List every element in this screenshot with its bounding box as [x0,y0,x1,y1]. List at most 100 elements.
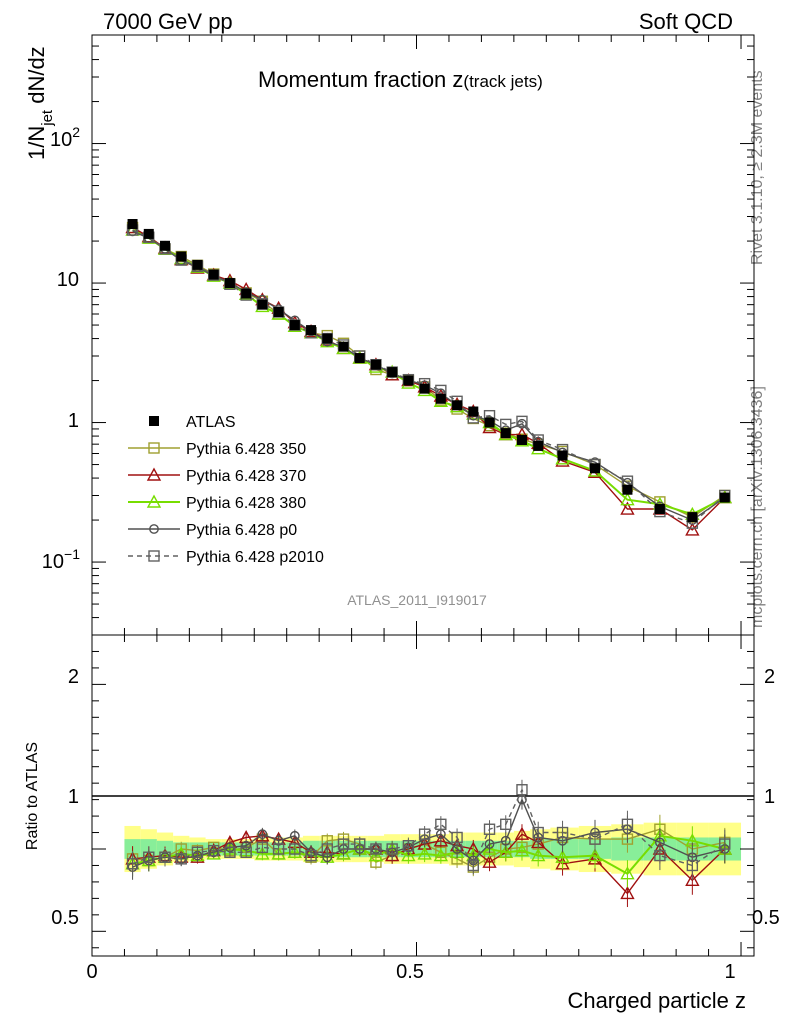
ratio-point-pythia-6-428-380 [336,846,351,860]
data-point-atlas [289,320,300,331]
ratio-point-pythia-6-428-p0 [257,829,268,840]
header-right-label: Soft QCD [639,9,733,34]
legend-label-atlas: ATLAS [186,414,236,431]
data-point-atlas [403,375,414,386]
data-point-atlas [468,406,479,417]
ratio-point-pythia-6-428-p2010 [719,838,731,850]
ratio-point-pythia-6-428-380 [587,848,603,862]
ytick-label-0p1: 10−1 [42,546,80,573]
data-point-atlas [257,299,268,310]
x-axis-label: Charged particle z [567,988,746,1013]
ratio-panel: 2 1 0.5 2 1 0.5 Ratio to ATLAS 0 0.5 1 C… [24,634,780,1013]
ratio-point-pythia-6-428-p2010 [337,838,350,850]
main-y-axis-label-tail: dN/dz [24,46,49,110]
data-point-atlas [589,463,600,474]
ratio-point-pythia-6-428-380 [514,843,530,857]
ratio-point-pythia-6-428-p2010 [467,859,479,872]
main-data-layer [125,219,732,536]
ratio-point-pythia-6-428-p2010 [289,843,301,855]
ratio-point-pythia-6-428-380 [482,841,497,855]
series-line-pythia-6-428-p2010 [132,229,726,524]
ratio-point-pythia-6-428-370 [433,833,449,847]
ratio-ytick-label-2-right: 2 [764,666,775,688]
ratio-point-pythia-6-428-p2010 [224,846,236,858]
data-point-atlas [273,307,284,318]
ratio-point-pythia-6-428-p2010 [240,846,252,858]
legend: ATLAS Pythia 6.428 350 Pythia 6.428 370 Pyt… [128,414,324,566]
data-point-pythia-6-428-370 [620,501,635,515]
ratio-ytick-label-0p5-right: 0.5 [752,907,780,929]
legend-marker-pythia-6-428-380 [146,494,162,508]
data-point-atlas [160,240,171,251]
data-point-atlas [484,417,495,428]
data-point-atlas [654,504,665,515]
legend-label-pythia-6-428-p2010: Pythia 6.428 p2010 [186,549,324,566]
ratio-point-pythia-6-428-p2010 [589,833,601,845]
ratio-point-pythia-6-428-380 [620,866,635,880]
main-y-axis-label-sub: jet [39,109,56,127]
data-point-atlas [192,259,203,270]
data-point-atlas [435,393,446,404]
chart-title-sub: (track jets) [463,72,542,91]
data-point-atlas [143,228,154,239]
ratio-point-pythia-6-428-p2010 [483,823,496,835]
ratio-point-pythia-6-428-p0 [484,839,495,849]
data-point-pythia-6-428-380 [620,492,635,506]
ratio-point-pythia-6-428-p2010 [321,843,333,855]
header-left-label: 7000 GeV pp [103,9,233,34]
ytick-label-100-base: 10 [50,129,72,151]
ratio-point-pythia-6-428-p2010 [354,838,366,850]
ytick-label-100-exp: 2 [72,124,80,140]
ytick-label-0p1-base: 10 [42,551,64,573]
ratio-point-pythia-6-428-p2010 [191,846,204,858]
ratio-point-pythia-6-428-p2010 [654,849,666,862]
data-point-atlas [306,325,317,336]
ratio-ytick-label-0p5-left: 0.5 [51,907,79,929]
data-point-atlas [419,383,430,394]
ratio-point-pythia-6-428-p2010 [500,818,512,831]
chart-title-main: Momentum fraction [258,67,452,92]
chart-title: Momentum fraction z(track jets) [258,67,543,92]
legend-marker-pythia-6-428-p2010 [148,550,160,562]
data-point-pythia-6-428-370 [685,522,700,536]
rivet-version-label: Rivet 3.1.10, ≥ 2.3M events [749,70,766,265]
ratio-band-inner [550,839,579,859]
ratio-point-pythia-6-428-p2010 [207,844,220,857]
ratio-point-pythia-6-428-380 [433,848,449,862]
data-point-atlas [500,428,511,439]
ratio-point-pythia-6-428-380 [417,846,432,860]
mcplots-label: mcplots.cern.ch [arXiv:1306.3436] [749,386,766,628]
ratio-point-pythia-6-428-370 [620,885,635,900]
ytick-label-100: 102 [50,124,80,151]
ratio-ytick-label-1-left: 1 [68,786,79,808]
data-point-atlas [127,219,138,230]
data-point-atlas [354,353,365,364]
ratio-point-pythia-6-428-p2010 [686,859,699,872]
main-y-axis-label-main: 1/N [24,126,49,160]
legend-marker-atlas [149,416,159,426]
ytick-label-1: 1 [68,410,79,432]
ratio-point-pythia-6-428-370 [482,854,497,868]
legend-marker-pythia-6-428-p0 [149,524,159,534]
data-point-atlas [557,450,568,461]
ratio-point-pythia-6-428-p2010 [435,818,447,831]
data-point-atlas [370,359,381,370]
data-point-atlas [322,333,333,344]
ratio-ytick-label-2-left: 2 [68,666,79,688]
ratio-point-pythia-6-428-380 [498,844,513,858]
ratio-point-pythia-6-428-p0 [289,830,300,841]
ratio-ytick-label-1-right: 1 [764,786,775,808]
data-point-atlas [176,251,187,262]
ratio-axis-ticks [91,635,754,956]
ratio-y-axis-label: Ratio to ATLAS [24,742,41,850]
data-point-atlas [338,341,349,352]
data-point-atlas [533,440,544,451]
ratio-point-pythia-6-428-p2010 [370,843,382,855]
ratio-point-pythia-6-428-p2010 [532,826,544,839]
data-point-atlas [452,400,463,411]
data-point-atlas [224,278,235,289]
xtick-label-1: 1 [724,961,735,983]
data-point-atlas [387,367,398,378]
legend-label-pythia-6-428-p0: Pythia 6.428 p0 [186,522,297,539]
xtick-label-0: 0 [86,961,97,983]
